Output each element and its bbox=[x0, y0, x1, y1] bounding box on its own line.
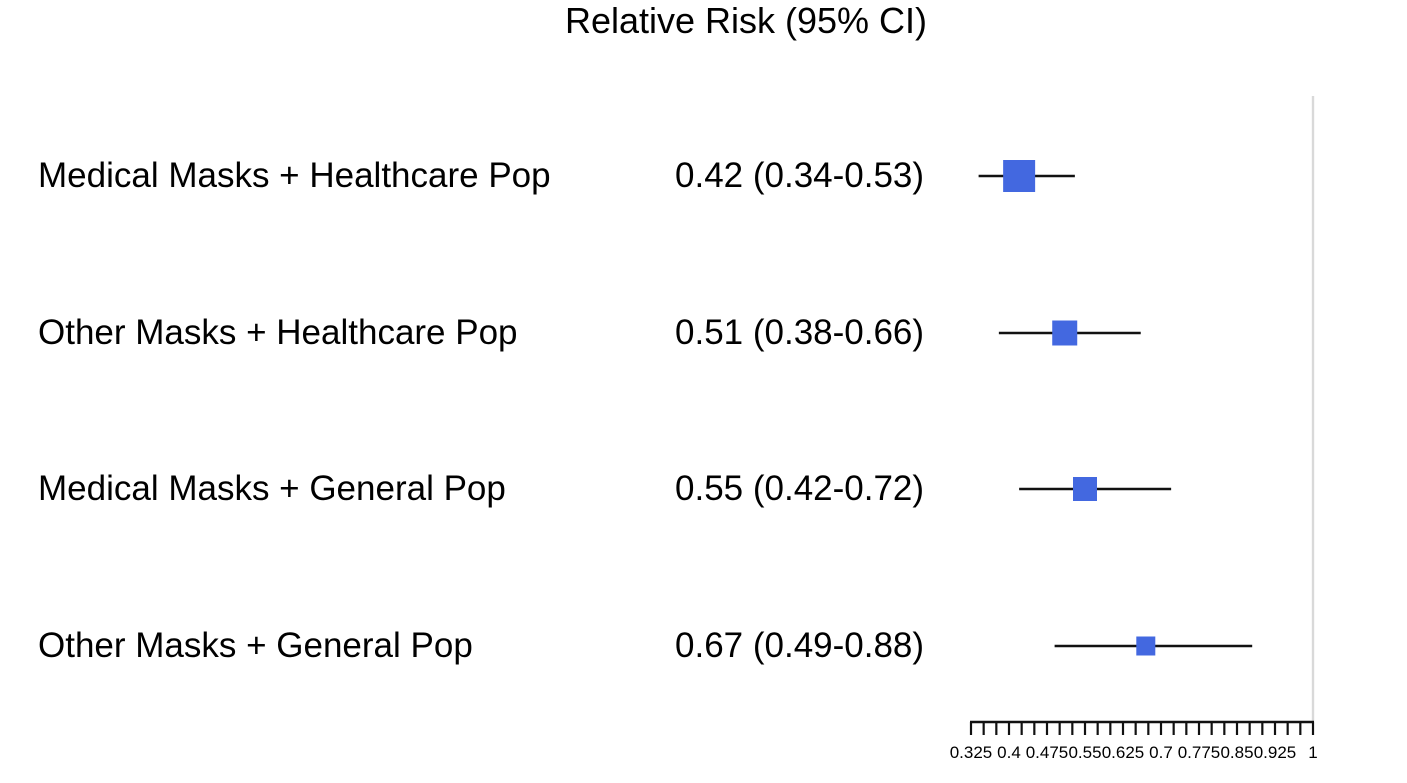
axis-tick-label: 0.925 bbox=[1254, 743, 1297, 762]
axis-tick-label: 0.7 bbox=[1149, 743, 1173, 762]
study-label: Other Masks + Healthcare Pop bbox=[38, 313, 518, 352]
point-estimate-marker bbox=[1136, 636, 1156, 656]
study-label: Medical Masks + General Pop bbox=[38, 469, 506, 508]
point-estimate-marker bbox=[1073, 477, 1097, 501]
axis-tick-label: 1 bbox=[1308, 743, 1317, 762]
axis-tick-label: 0.775 bbox=[1178, 743, 1221, 762]
estimate-text: 0.51 (0.38-0.66) bbox=[675, 313, 925, 352]
study-label: Medical Masks + Healthcare Pop bbox=[38, 156, 551, 195]
axis-tick-label: 0.325 bbox=[950, 743, 993, 762]
axis-tick-label: 0.4 bbox=[997, 743, 1021, 762]
estimate-text: 0.67 (0.49-0.88) bbox=[675, 626, 925, 665]
study-label: Other Masks + General Pop bbox=[38, 626, 473, 665]
axis-tick-label: 0.625 bbox=[1102, 743, 1145, 762]
estimate-text: 0.55 (0.42-0.72) bbox=[675, 469, 925, 508]
chart-title: Relative Risk (95% CI) bbox=[564, 0, 928, 41]
axis-tick-label: 0.85 bbox=[1220, 743, 1253, 762]
point-estimate-marker bbox=[1003, 160, 1036, 192]
axis-tick-label: 0.55 bbox=[1068, 743, 1101, 762]
estimate-text: 0.42 (0.34-0.53) bbox=[675, 156, 925, 195]
axis-tick-label: 0.475 bbox=[1026, 743, 1069, 762]
point-estimate-marker bbox=[1052, 320, 1078, 346]
